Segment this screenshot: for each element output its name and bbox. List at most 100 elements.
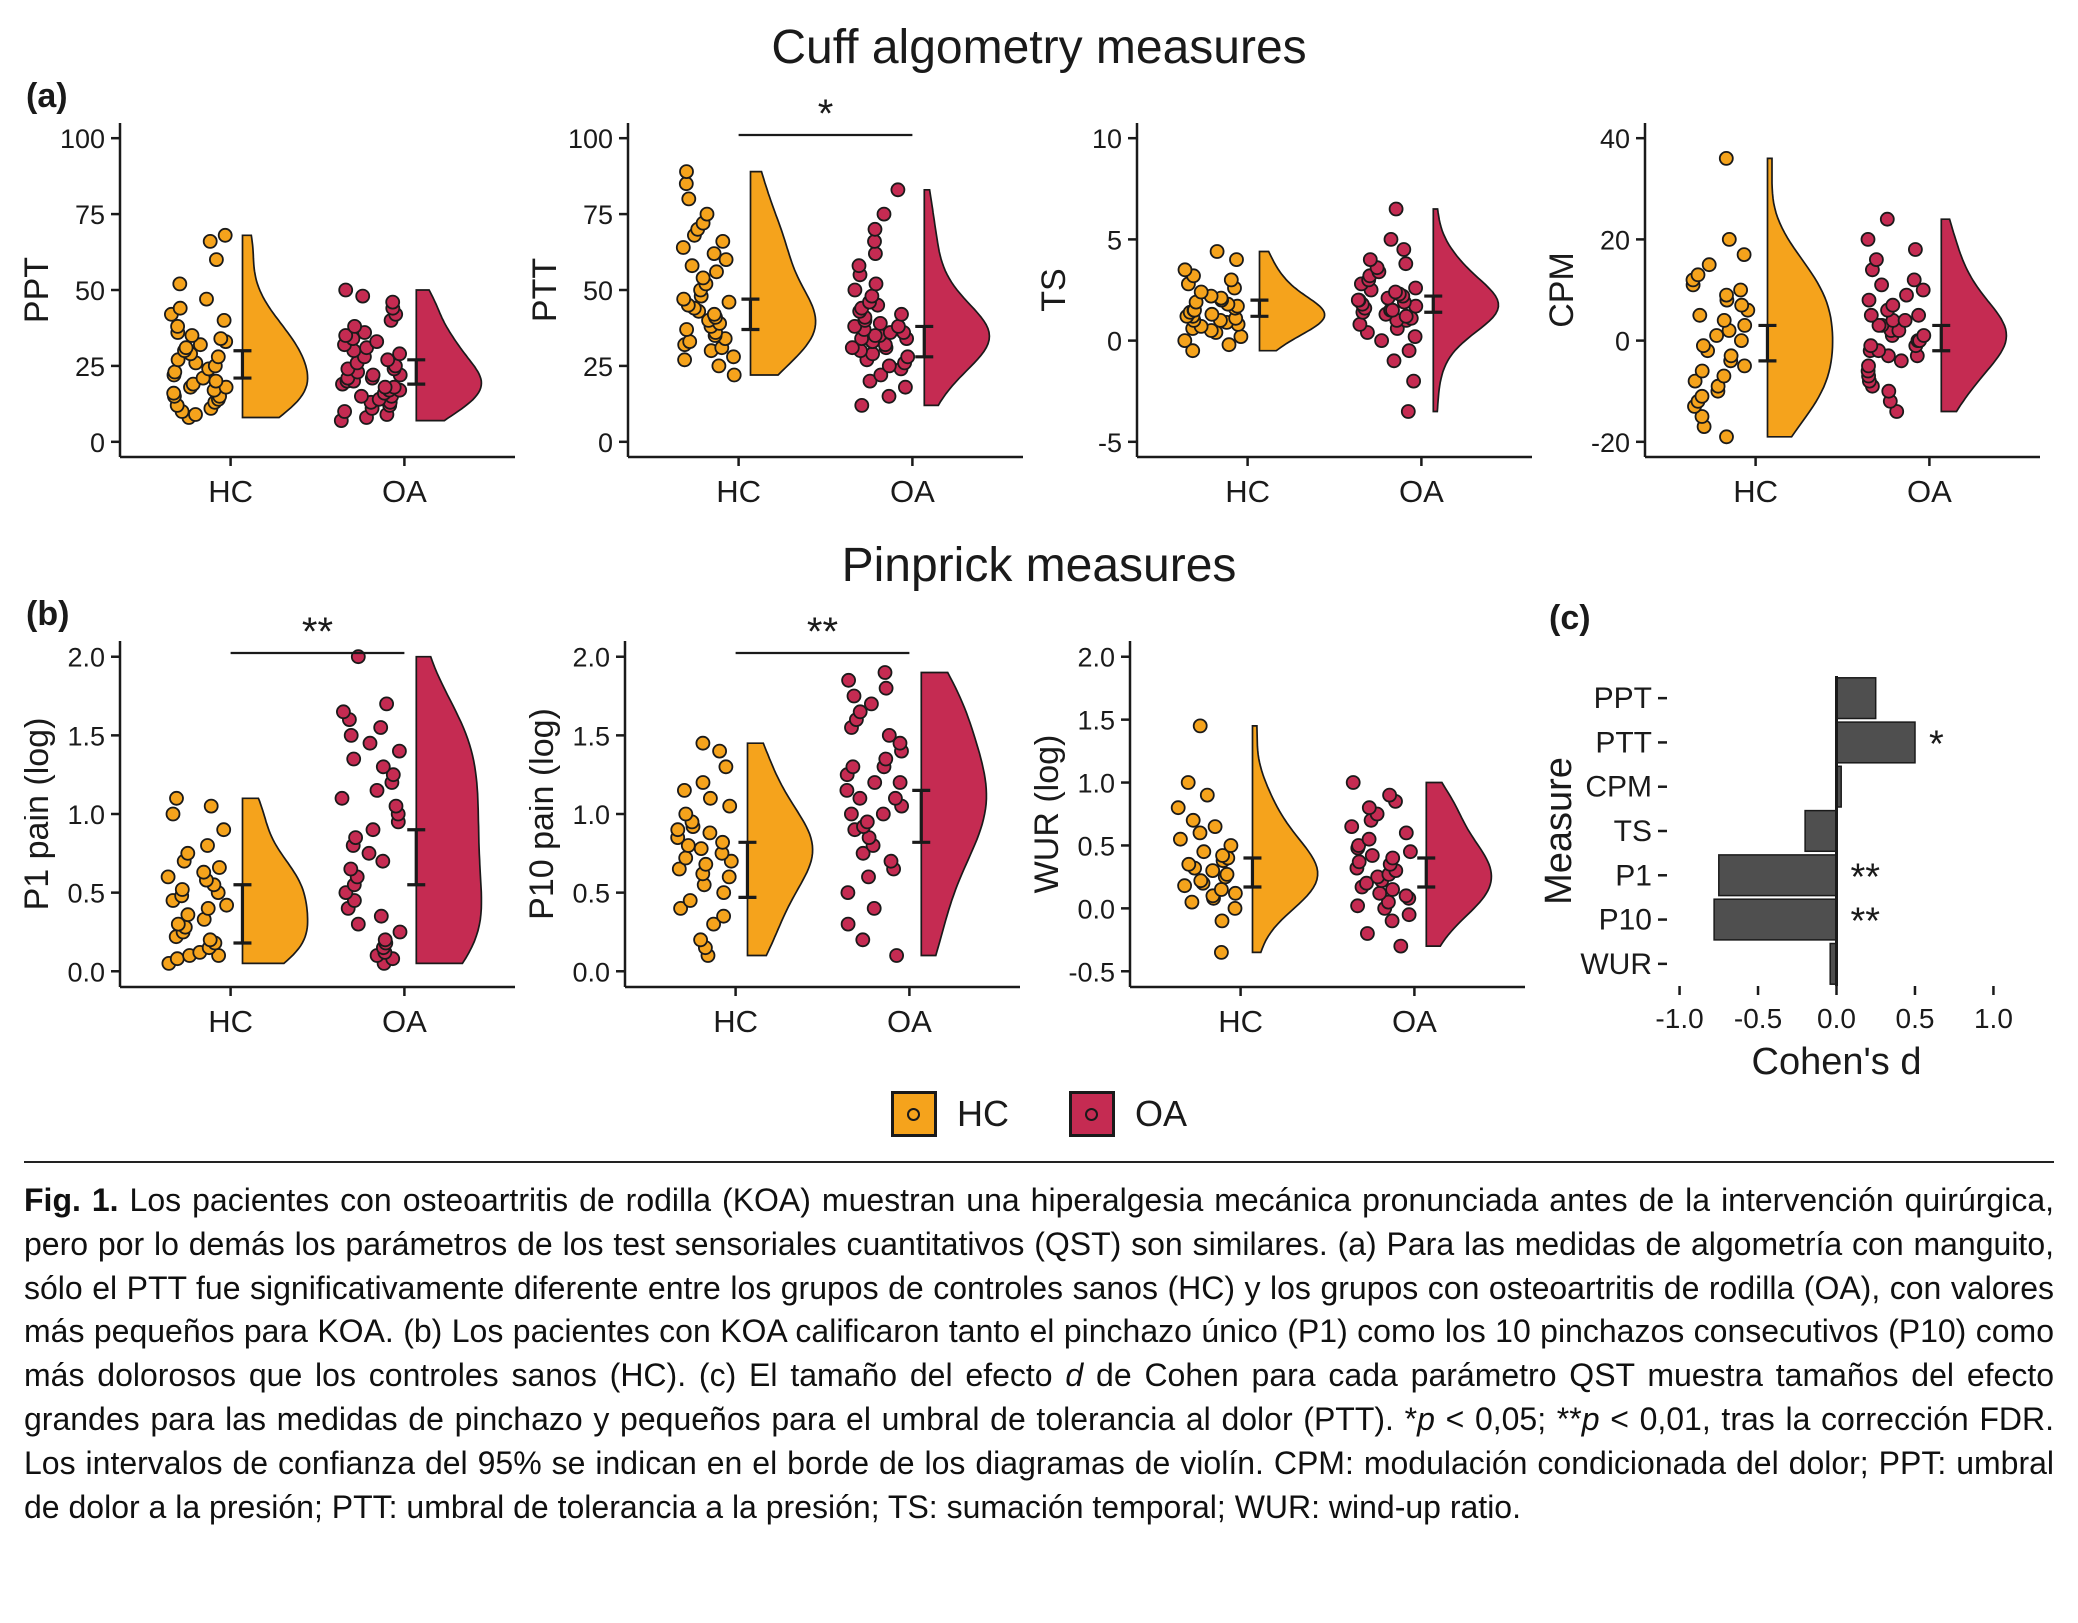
svg-text:0.0: 0.0 — [572, 957, 610, 987]
panel-label-c: (c) — [1549, 599, 1591, 637]
points-hc — [163, 227, 234, 425]
x-category-label: OA — [1392, 1004, 1437, 1039]
svg-text:1.5: 1.5 — [572, 721, 610, 751]
bar-p10 — [1713, 898, 1838, 941]
x-category-label: HC — [1225, 474, 1270, 509]
y-axis-label: WUR (log) — [1034, 735, 1066, 894]
caption-segment: de Cohen para cada parámetro QST muestra… — [24, 1357, 2055, 1438]
wur-svg: -0.5 0.0 0.5 1.0 1.5 2.0 WUR (log) HC OA — [1028, 641, 1525, 1039]
bar-ts — [1804, 809, 1838, 853]
legend-point-marker-oa — [1085, 1107, 1099, 1121]
measure-label: PPT — [1594, 682, 1652, 715]
panel-c: (c) PPT PTT CPM TS P1 P10 WUR * ** ** -1.0 -0.5 0.0 0… — [1538, 595, 2054, 1089]
caption-segment: d — [1065, 1357, 1084, 1394]
violin-hc — [1251, 725, 1319, 954]
x-axis-label: Cohen's d — [1752, 1041, 1922, 1083]
x-category-label: OA — [1907, 474, 1952, 509]
caption-segment: < 0,05; ** — [1434, 1401, 1582, 1438]
y-axis-label: P1 pain (log) — [24, 718, 56, 911]
measure-label: P1 — [1615, 859, 1652, 892]
violin-hc — [746, 742, 814, 957]
sig-label: * — [818, 92, 834, 136]
svg-text:-5: -5 — [1098, 428, 1122, 458]
svg-text:25: 25 — [75, 352, 105, 382]
svg-text:0.0: 0.0 — [67, 957, 105, 987]
points-hc — [1685, 151, 1756, 445]
sig-label: ** — [1851, 856, 1881, 898]
violin-oa — [920, 671, 988, 957]
points-hc — [676, 164, 742, 383]
sig-label: ** — [1851, 901, 1881, 943]
x-category-label: HC — [1733, 474, 1778, 509]
y-axis-label: PPT — [24, 257, 56, 323]
svg-text:-0.5: -0.5 — [1734, 1003, 1782, 1034]
svg-text:100: 100 — [568, 124, 613, 154]
sig-label: ** — [302, 610, 333, 654]
panel-b-plots: 0.0 0.5 1.0 1.5 2.0 P1 pain (log) HC OA ** 0.0 0.… — [18, 595, 2054, 1089]
wur-raincloud-chart: -0.5 0.0 0.5 1.0 1.5 2.0 WUR (log) HC OA — [1028, 595, 1539, 1062]
violin-hc — [1766, 157, 1834, 438]
svg-text:0: 0 — [90, 428, 105, 458]
points-oa — [333, 282, 408, 429]
panel-label-a: (a) — [26, 77, 68, 115]
svg-text:1.5: 1.5 — [67, 721, 105, 751]
panel-a: (a) 0 25 50 75 100 PPT HC OA 0 25 50 75 100 PTT HC OA *… — [18, 77, 2054, 532]
cpm-svg: -20 0 20 40 CPM HC OA — [1543, 123, 2040, 509]
svg-text:0.5: 0.5 — [1077, 831, 1115, 861]
svg-text:10: 10 — [1092, 124, 1122, 154]
violin-oa — [923, 188, 991, 407]
svg-text:75: 75 — [583, 200, 613, 230]
points-oa — [839, 665, 910, 963]
violin-oa — [1940, 218, 2008, 413]
svg-text:50: 50 — [75, 276, 105, 306]
x-category-label: OA — [890, 474, 935, 509]
section-title-cuff: Cuff algometry measures — [771, 21, 1307, 74]
svg-text:-0.5: -0.5 — [1068, 957, 1115, 987]
svg-text:1.5: 1.5 — [1077, 706, 1115, 736]
svg-text:1.0: 1.0 — [572, 800, 610, 830]
svg-text:-1.0: -1.0 — [1655, 1003, 1703, 1034]
points-oa — [1344, 775, 1418, 954]
svg-text:1.0: 1.0 — [67, 800, 105, 830]
svg-text:-20: -20 — [1591, 428, 1630, 458]
panel-b: (b) 0.0 0.5 1.0 1.5 2.0 P1 pain (log) HC OA ** 0… — [18, 595, 2054, 1089]
bar-p1 — [1718, 854, 1838, 897]
svg-text:0: 0 — [598, 428, 613, 458]
svg-text:2.0: 2.0 — [67, 643, 105, 673]
section-title-pinprick: Pinprick measures — [841, 539, 1237, 592]
points-hc — [1177, 244, 1248, 359]
ts-svg: -5 0 5 10 TS HC OA — [1035, 123, 1532, 509]
y-axis-label: CPM — [1549, 252, 1581, 328]
measure-label: WUR — [1580, 948, 1652, 981]
caption-segment: Fig. 1. — [24, 1182, 119, 1218]
sig-label: * — [1929, 723, 1944, 765]
svg-text:0: 0 — [1107, 327, 1122, 357]
cpm-raincloud-chart: -20 0 20 40 CPM HC OA — [1543, 77, 2054, 532]
violin-oa — [415, 289, 483, 422]
legend-label-hc: HC — [956, 1093, 1009, 1134]
x-category-label: HC — [1218, 1004, 1263, 1039]
legend-swatch-oa — [1068, 1091, 1115, 1137]
p1-raincloud-chart: 0.0 0.5 1.0 1.5 2.0 P1 pain (log) HC OA ** — [18, 595, 529, 1062]
svg-text:0: 0 — [1615, 327, 1630, 357]
panel-a-plots: 0 25 50 75 100 PPT HC OA 0 25 50 75 100 PTT HC OA * -5 0… — [18, 77, 2054, 532]
svg-text:0.0: 0.0 — [1077, 894, 1115, 924]
violin-oa — [1425, 781, 1493, 947]
legend-swatch-hc — [890, 1091, 937, 1137]
x-category-label: OA — [887, 1004, 932, 1039]
p1-svg: 0.0 0.5 1.0 1.5 2.0 P1 pain (log) HC OA ** — [18, 610, 515, 1039]
x-category-label: OA — [382, 474, 427, 509]
y-axis-label: P10 pain (log) — [529, 708, 561, 920]
points-oa — [1350, 201, 1423, 419]
x-category-label: OA — [1399, 474, 1444, 509]
caption-segment: p — [1581, 1401, 1600, 1438]
violin-oa — [1432, 208, 1499, 413]
svg-text:2.0: 2.0 — [572, 643, 610, 673]
svg-text:1.0: 1.0 — [1077, 769, 1115, 799]
caption-segment: p — [1417, 1401, 1435, 1438]
x-category-label: OA — [382, 1004, 427, 1039]
svg-text:0.0: 0.0 — [1817, 1003, 1856, 1034]
legend-item-hc: HC — [890, 1091, 1009, 1137]
